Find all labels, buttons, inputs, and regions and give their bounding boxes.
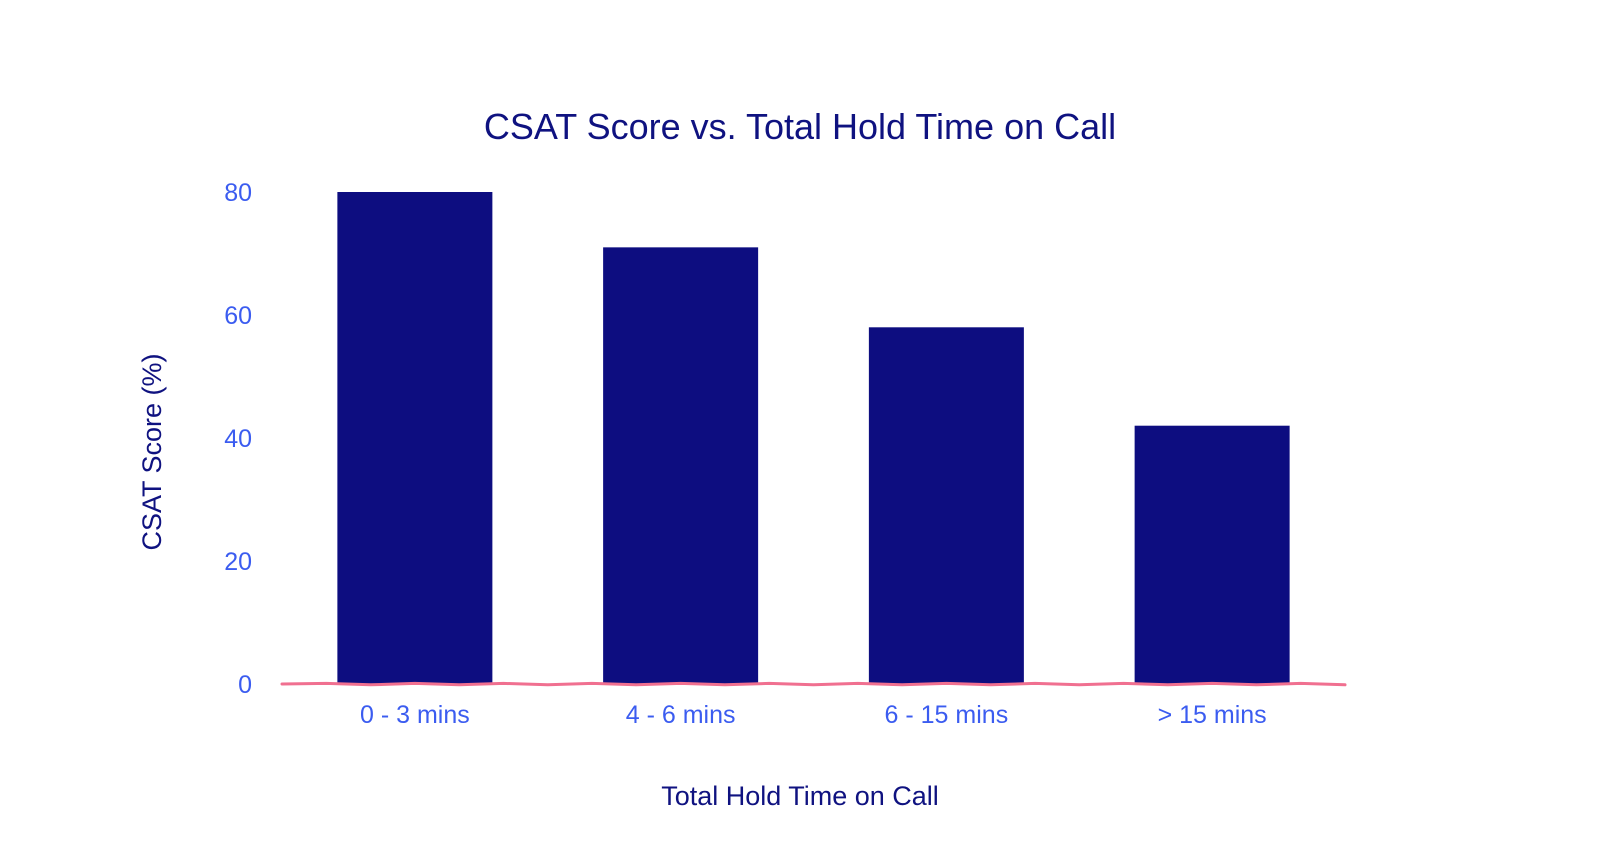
y-tick-label: 40 — [224, 425, 252, 453]
bar — [868, 327, 1024, 684]
x-axis-baseline — [280, 681, 1347, 687]
bar — [337, 192, 493, 684]
y-tick-label: 60 — [224, 302, 252, 330]
y-tick-label: 80 — [224, 179, 252, 207]
x-tick-label: 0 - 3 mins — [360, 701, 470, 729]
y-axis-ticks: 0 20 40 60 80 — [224, 179, 252, 699]
y-tick-label: 0 — [238, 671, 252, 699]
x-tick-label: 6 - 15 mins — [885, 701, 1009, 729]
bar — [1134, 425, 1290, 684]
y-axis-title: CSAT Score (%) — [137, 353, 167, 550]
x-axis-ticks: 0 - 3 mins 4 - 6 mins 6 - 15 mins > 15 mins — [360, 701, 1267, 729]
bars-group — [337, 192, 1290, 684]
x-tick-label: 4 - 6 mins — [626, 701, 736, 729]
x-axis-title: Total Hold Time on Call — [661, 781, 939, 811]
x-tick-label: > 15 mins — [1158, 701, 1267, 729]
y-tick-label: 20 — [224, 548, 252, 576]
chart-title: CSAT Score vs. Total Hold Time on Call — [484, 106, 1116, 147]
bar — [603, 247, 759, 684]
